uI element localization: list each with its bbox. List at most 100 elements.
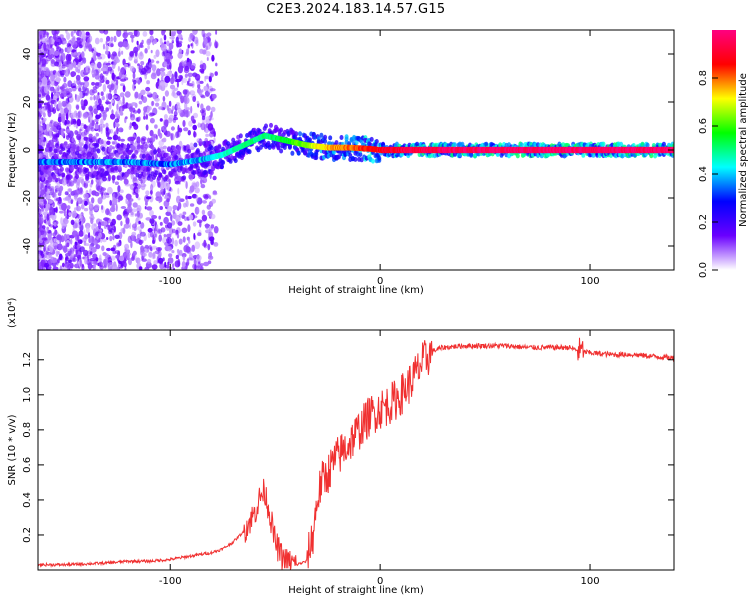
spectrogram-noise-point [178,48,183,54]
spectrogram-noise-point [53,121,59,128]
spectrogram-halo-point [158,172,163,178]
spectrogram-noise-point [45,128,51,137]
spectrogram-noise-point [53,226,57,230]
spectrogram-noise-point [163,188,166,195]
spectrogram-noise-point [183,127,189,132]
spectrogram-noise-point [199,68,205,73]
spectrogram-noise-point [77,69,81,74]
spectrogram-noise-point [211,93,217,99]
spectrogram-noise-point [105,45,109,51]
spectrogram-noise-point [212,175,217,181]
spectrogram-noise-point [112,234,115,241]
spectrogram-noise-point [46,226,50,230]
spectrogram-halo-point [469,152,474,158]
spectrogram-noise-point [175,230,178,236]
spectrogram-noise-point [102,84,107,92]
snr-x-tick-label: 0 [377,576,383,587]
spectrogram-noise-point [117,41,124,48]
spectrogram-noise-point [149,117,155,124]
spectrogram-noise-point [194,73,201,81]
spectrogram-noise-point [39,198,44,205]
spectrogram-noise-point [145,113,148,120]
spectrogram-noise-point [158,140,164,147]
spectrogram-noise-point [101,205,104,210]
spectrogram-noise-point [41,76,48,85]
spectrogram-noise-point [66,205,71,210]
spectrogram-noise-point [71,40,78,49]
spectrogram-noise-point [169,227,174,235]
spectrogram-noise-point [182,255,186,261]
spectrogram-halo-point [58,149,63,155]
spectrogram-halo-point [92,147,97,153]
spectrogram-noise-point [166,233,172,239]
spectrogram-noise-point [167,257,174,264]
spectrogram-noise-point [87,231,91,239]
spectrogram-noise-point [102,176,107,182]
spectrogram-noise-point [192,263,197,270]
spectrogram-noise-point [136,40,139,46]
spectrogram-noise-point [48,97,53,104]
snr-x-label: Height of straight line (km) [288,585,424,596]
spectrogram-noise-point [105,122,109,128]
spectrogram-noise-point [144,248,148,254]
spectrogram-halo-point [323,138,328,144]
spectrogram-noise-point [102,123,106,128]
spectrogram-halo-point [374,139,379,144]
spectrogram-noise-point [140,61,145,66]
spectrogram-halo-point [169,172,174,178]
spectrogram-noise-point [113,225,117,233]
spectrogram-halo-point [78,167,83,173]
spectrogram-noise-point [185,195,189,200]
spectrogram-x-tick-label: -100 [159,276,182,287]
spectrogram-halo-point [296,150,301,156]
spectrogram-noise-point [96,235,99,240]
spectrogram-halo-point [117,165,122,171]
spectrogram-noise-point [167,183,170,190]
spectrogram-noise-point [89,203,93,209]
spectrogram-noise-point [207,123,214,131]
spectrogram-noise-point [154,124,158,129]
spectrogram-noise-point [170,77,175,85]
spectrogram-noise-point [57,177,61,182]
spectrogram-halo-point [601,141,606,147]
spectrogram-noise-point [205,229,211,234]
spectrogram-halo-point [219,164,224,170]
spectrogram-noise-point [55,197,61,202]
spectrogram-noise-point [148,112,155,117]
spectrogram-noise-point [65,119,70,125]
spectrogram-halo-point [160,156,165,162]
colorbar-tick-label: 0.4 [698,166,709,182]
spectrogram-halo-point [279,127,284,133]
spectrogram-noise-point [45,140,48,144]
spectrogram-noise-point [50,59,55,64]
spectrogram-noise-point [196,219,203,224]
spectrogram-noise-point [132,202,138,208]
spectrogram-noise-point [164,61,168,67]
spectrogram-noise-point [61,64,66,69]
spectrogram-noise-point [131,256,135,261]
spectrogram-noise-point [127,31,134,36]
spectrogram-halo-point [371,158,375,164]
spectrogram-noise-point [117,185,121,193]
spectrogram-noise-point [112,134,119,141]
spectrogram-noise-point [162,137,167,143]
spectrogram-noise-point [113,35,117,43]
spectrogram-noise-point [197,207,200,214]
spectrogram-noise-point [129,106,133,112]
spectrogram-noise-point [38,124,41,129]
spectrogram-halo-point [339,135,344,140]
spectrogram-noise-point [169,36,175,40]
spectrogram-halo-point [39,146,44,152]
spectrogram-noise-point [163,216,169,225]
spectrogram-noise-point [109,261,113,266]
spectrogram-noise-point [102,252,107,256]
spectrogram-noise-point [63,40,68,45]
spectrogram-halo-point [93,154,98,160]
spectrogram-noise-point [177,201,182,210]
spectrogram-noise-point [172,205,178,211]
spectrogram-noise-point [38,253,41,260]
spectrogram-halo-point [100,168,105,174]
spectrogram-noise-point [74,189,81,195]
spectrogram-noise-point [133,79,137,85]
